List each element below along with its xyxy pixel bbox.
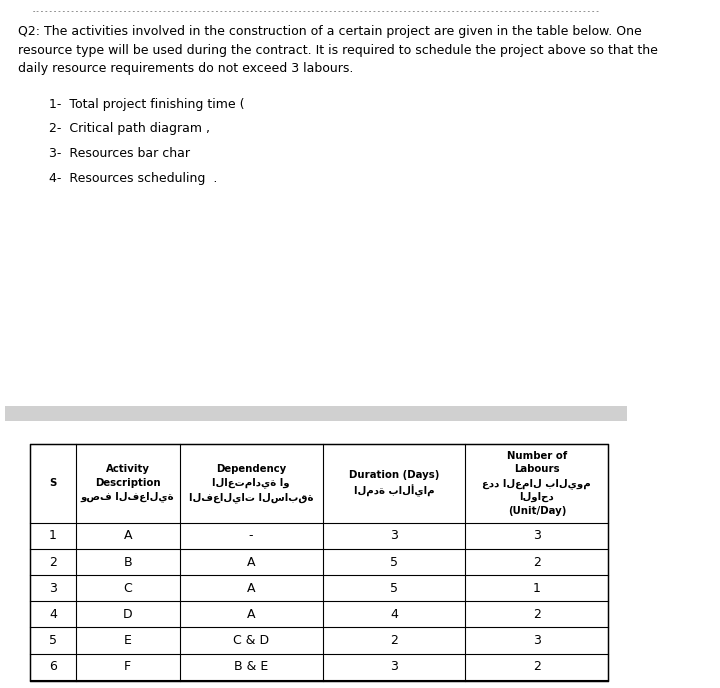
Text: Dependency
الاعتمادية او
الفعاليات السابقة: Dependency الاعتمادية او الفعاليات الساب… (189, 464, 313, 503)
Text: A: A (123, 530, 132, 542)
Text: S: S (49, 478, 57, 488)
Text: 3: 3 (390, 530, 398, 542)
Text: 3: 3 (390, 660, 398, 673)
Text: Q2: The activities involved in the construction of a certain project are given i: Q2: The activities involved in the const… (18, 25, 657, 76)
Text: 5: 5 (390, 582, 398, 594)
Text: C: C (123, 582, 132, 594)
Text: 2: 2 (390, 634, 398, 647)
Text: A: A (247, 608, 256, 621)
Text: A: A (247, 556, 256, 568)
Text: 4: 4 (49, 608, 57, 621)
Text: 2: 2 (533, 608, 541, 621)
Text: 2: 2 (49, 556, 57, 568)
Text: E: E (124, 634, 132, 647)
Text: 3: 3 (533, 530, 541, 542)
Text: 2: 2 (533, 660, 541, 673)
Text: 1: 1 (533, 582, 541, 594)
Text: -: - (249, 530, 253, 542)
Text: 3: 3 (49, 582, 57, 594)
Text: 1: 1 (49, 530, 57, 542)
Text: 3: 3 (533, 634, 541, 647)
Text: 2: 2 (533, 556, 541, 568)
Bar (5, 406, 627, 421)
Text: Activity
Description
وصف الفعالية: Activity Description وصف الفعالية (81, 464, 174, 502)
Text: Number of
Labours
عدد العمال باليوم
الواحد
(Unit/Day): Number of Labours عدد العمال باليوم الوا… (482, 451, 591, 516)
Text: B: B (123, 556, 132, 568)
Text: Duration (Days)
المدة بالأيام: Duration (Days) المدة بالأيام (348, 470, 439, 497)
Text: 1-  Total project finishing time (: 1- Total project finishing time ( (49, 98, 244, 111)
Text: 3-  Resources bar char: 3- Resources bar char (49, 147, 190, 160)
Text: D: D (123, 608, 132, 621)
Text: 4: 4 (390, 608, 398, 621)
Text: 5: 5 (49, 634, 57, 647)
Text: 6: 6 (49, 660, 57, 673)
Text: 4-  Resources scheduling  .: 4- Resources scheduling . (49, 172, 217, 185)
Bar (30, 444, 608, 681)
Text: --------------------------------------------------------------------------------: ----------------------------------------… (32, 8, 600, 14)
Text: C & D: C & D (233, 634, 269, 647)
Text: 5: 5 (390, 556, 398, 568)
Text: F: F (124, 660, 131, 673)
Text: B & E: B & E (234, 660, 269, 673)
Text: 2-  Critical path diagram ,: 2- Critical path diagram , (49, 122, 210, 136)
Text: A: A (247, 582, 256, 594)
